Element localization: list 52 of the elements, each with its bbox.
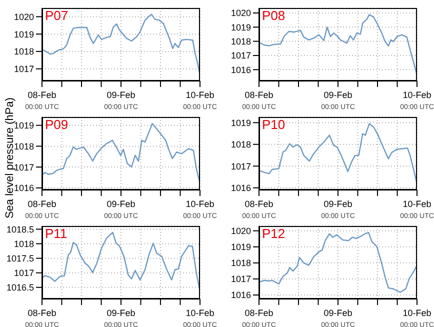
y-tick-label: 1018 — [14, 141, 34, 152]
x-tick-label: 09-Feb 00:00 UTC — [104, 90, 138, 111]
y-tick-label: 1017.5 — [6, 253, 34, 264]
y-tick-label: 1016.5 — [6, 282, 34, 293]
chart-title: P08 — [262, 8, 286, 23]
y-tick-label: 1017 — [230, 50, 251, 61]
y-tick-label: 1016 — [230, 183, 251, 194]
y-tick-label: 1018 — [14, 238, 34, 249]
x-tick-label: 10-Feb 00:00 UTC — [183, 199, 217, 220]
chart-title: P07 — [45, 8, 68, 23]
chart-title: P12 — [262, 226, 286, 241]
x-tick-label: 09-Feb 00:00 UTC — [321, 199, 355, 220]
y-tick-label: 1020 — [230, 8, 251, 18]
x-tick-label: 08-Feb 00:00 UTC — [25, 199, 59, 220]
y-tick-label: 1016 — [230, 64, 251, 75]
y-tick-label: 1018 — [230, 258, 251, 268]
x-tick-label: 10-Feb 00:00 UTC — [400, 308, 434, 327]
x-tick-label: 10-Feb 00:00 UTC — [400, 199, 434, 220]
y-tick-label: 1019 — [14, 29, 34, 40]
y-tick-label: 1019 — [230, 118, 251, 128]
chart-title: P10 — [262, 117, 286, 132]
x-tick-label: 08-Feb 00:00 UTC — [242, 199, 276, 220]
y-tick-label: 1017 — [230, 274, 251, 284]
x-tick-label: 09-Feb 00:00 UTC — [321, 90, 355, 111]
y-tick-label: 1018.5 — [6, 224, 34, 234]
x-tick-label: 10-Feb 00:00 UTC — [183, 308, 217, 327]
y-tick-label: 1017 — [14, 162, 34, 172]
chart-title: P11 — [45, 226, 68, 241]
y-tick-label: 1018 — [14, 46, 34, 57]
y-tick-label: 1016 — [230, 290, 251, 300]
y-axis-title: Sea level pressure (hPa) — [4, 97, 16, 219]
x-tick-label: 10-Feb 00:00 UTC — [183, 90, 217, 111]
y-tick-label: 1017 — [230, 161, 251, 172]
x-tick-label: 08-Feb 00:00 UTC — [25, 90, 59, 111]
y-tick-label: 1017 — [14, 64, 34, 74]
y-tick-label: 1016 — [14, 183, 34, 194]
chart-title: P09 — [45, 117, 68, 132]
x-tick-label: 09-Feb 00:00 UTC — [104, 199, 138, 220]
y-tick-label: 1020 — [14, 12, 34, 22]
y-tick-label: 1020 — [230, 226, 251, 236]
x-tick-label: 09-Feb 00:00 UTC — [321, 308, 355, 327]
x-tick-label: 09-Feb 00:00 UTC — [104, 308, 138, 327]
x-tick-label: 08-Feb 00:00 UTC — [242, 90, 276, 111]
y-tick-label: 1019 — [14, 120, 34, 131]
y-tick-label: 1019 — [230, 242, 251, 252]
y-tick-label: 1018 — [230, 36, 251, 47]
x-tick-label: 08-Feb 00:00 UTC — [242, 308, 276, 327]
x-tick-label: 10-Feb 00:00 UTC — [400, 90, 434, 111]
x-tick-label: 08-Feb 00:00 UTC — [25, 308, 59, 327]
y-tick-label: 1017 — [14, 268, 34, 278]
y-tick-label: 1018 — [230, 140, 251, 150]
y-tick-label: 1019 — [230, 22, 251, 32]
